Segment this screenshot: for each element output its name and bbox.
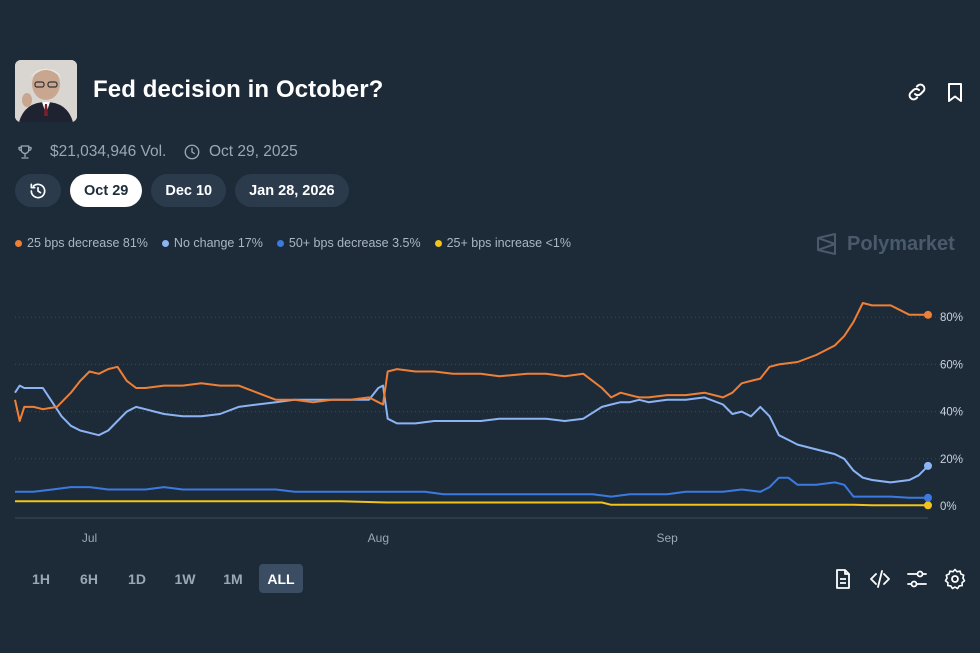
code-icon[interactable]	[868, 567, 892, 591]
range-6h[interactable]: 6H	[80, 570, 98, 587]
legend-dot	[434, 239, 442, 247]
market-avatar	[15, 60, 77, 122]
tab-jan-28-2026[interactable]: Jan 28, 2026	[235, 174, 349, 207]
polymarket-logo-icon	[817, 233, 836, 255]
legend-label: No change 17%	[173, 236, 263, 250]
range-all[interactable]: ALL	[259, 564, 303, 593]
legend-item: 25+ bps increase <1%	[434, 236, 571, 250]
legend-item: 50+ bps decrease 3.5%	[276, 236, 421, 250]
document-icon[interactable]	[831, 567, 855, 591]
legend-item: 25 bps decrease 81%	[15, 236, 148, 250]
brand-name: Polymarket	[847, 232, 955, 255]
polymarket-watermark: Polymarket	[815, 232, 955, 256]
y-tick-label: 0%	[940, 501, 957, 513]
chart-legend: 25 bps decrease 81% No change 17% 50+ bp…	[15, 236, 571, 250]
y-tick-label: 40%	[940, 407, 963, 419]
x-tick-label: Jul	[82, 531, 97, 545]
x-tick-label: Aug	[368, 531, 389, 545]
volume-stat: $21,034,946 Vol.	[16, 141, 166, 163]
date-text: Oct 29, 2025	[209, 143, 298, 160]
series-line	[14, 302, 928, 422]
legend-dot	[15, 239, 22, 247]
series-endpoint	[924, 461, 932, 470]
portrait-image	[15, 60, 77, 122]
volume-text: $21,034,946 Vol.	[50, 143, 167, 160]
series-endpoint	[924, 310, 932, 319]
link-icon[interactable]	[905, 80, 929, 104]
tab-dec-10[interactable]: Dec 10	[151, 174, 227, 207]
tab-oct-29[interactable]: Oct 29	[70, 174, 143, 207]
range-1m[interactable]: 1M	[223, 570, 243, 587]
series-line	[15, 476, 928, 499]
history-icon	[30, 183, 46, 198]
grid	[15, 316, 965, 519]
series-endpoint	[924, 493, 932, 502]
trophy-icon	[18, 145, 32, 159]
end-date: Oct 29, 2025	[183, 141, 298, 163]
series-endpoint	[924, 501, 932, 510]
legend-item: No change 17%	[161, 236, 263, 250]
series-line	[15, 500, 928, 507]
range-1d[interactable]: 1D	[128, 570, 146, 587]
y-tick-label: 60%	[940, 359, 963, 371]
series-line	[14, 384, 929, 484]
date-tabs: Oct 29 Dec 10 Jan 28, 2026	[15, 174, 349, 207]
x-axis: Jul Aug Sep	[82, 531, 678, 545]
time-range-selector: 1H 6H 1D 1W 1M ALL	[19, 564, 303, 593]
series-lines	[14, 302, 932, 510]
gear-icon[interactable]	[943, 567, 967, 591]
bookmark-icon[interactable]	[943, 80, 967, 104]
sliders-icon[interactable]	[905, 567, 929, 591]
legend-dot	[161, 239, 169, 247]
page-title: Fed decision in October?	[93, 76, 384, 103]
history-tab[interactable]	[15, 174, 61, 207]
x-tick-label: Sep	[656, 531, 678, 545]
range-1h[interactable]: 1H	[32, 570, 50, 587]
legend-label: 50+ bps decrease 3.5%	[288, 236, 421, 250]
legend-label: 25 bps decrease 81%	[27, 236, 148, 250]
y-tick-label: 80%	[940, 312, 963, 324]
y-axis: 0% 20% 40% 60% 80%	[940, 312, 963, 513]
range-1w[interactable]: 1W	[174, 570, 196, 587]
y-tick-label: 20%	[940, 454, 963, 466]
clock-icon	[184, 144, 200, 160]
legend-dot	[276, 239, 284, 247]
price-chart[interactable]: 0% 20% 40% 60% 80% Jul Aug Sep	[0, 260, 980, 555]
legend-label: 25+ bps increase <1%	[446, 236, 571, 250]
